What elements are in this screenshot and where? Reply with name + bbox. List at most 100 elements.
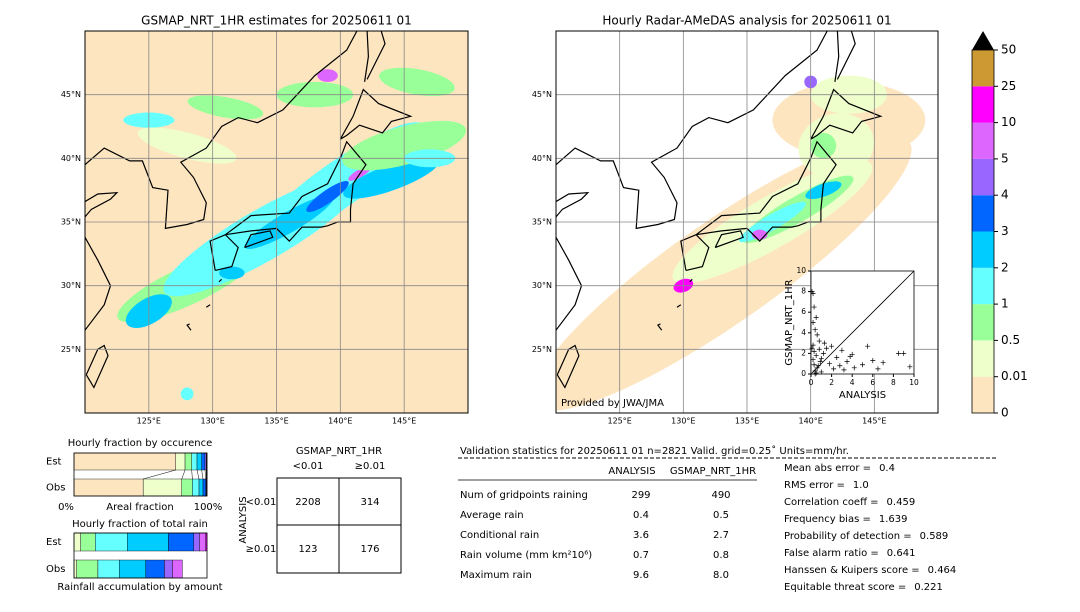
- rain-area: [306, 180, 349, 213]
- scatter-point: [811, 304, 817, 310]
- score-label: Frequency bias =: [784, 514, 871, 525]
- score-value: 0.464: [928, 565, 957, 576]
- scatter-point: [880, 360, 886, 366]
- stat-name: Num of gridpoints raining: [460, 490, 588, 501]
- lat-tick-label: 40°N: [61, 154, 81, 163]
- score-label: RMS error =: [784, 480, 845, 491]
- scatter-point: [907, 364, 913, 370]
- lat-tick-label: 30°N: [61, 281, 81, 290]
- fraction-segment: [184, 452, 192, 471]
- colorbar-segment: [972, 158, 994, 196]
- scatter-point: [849, 351, 855, 357]
- scatter-point: [841, 367, 847, 373]
- score: Frequency bias = 1.639: [784, 514, 908, 525]
- colorbar-segment: [972, 304, 994, 341]
- scatter-point: [814, 365, 820, 371]
- scatter-point: [815, 363, 821, 369]
- row-label: Obs: [46, 564, 65, 575]
- fraction-segment: [80, 532, 96, 552]
- coastline: [205, 304, 211, 308]
- score: Equitable threat score = 0.221: [784, 582, 943, 593]
- scatter-point: [813, 352, 819, 358]
- scatter-point: [810, 291, 816, 297]
- coastline: [834, 31, 840, 82]
- table-cell: 176: [360, 544, 379, 555]
- row-label: <0.01: [246, 497, 277, 508]
- scatter-point: [851, 365, 857, 371]
- colorbar-segment: [972, 231, 994, 268]
- scatter-point: [809, 345, 815, 351]
- lon-tick-label: 130°E: [671, 417, 695, 426]
- rain-area: [180, 387, 194, 401]
- scatter-point: [818, 369, 824, 375]
- fraction-segment: [181, 478, 193, 497]
- rain-area: [219, 266, 245, 280]
- axis-label: 100%: [194, 502, 223, 513]
- row-label: ≥0.01: [246, 544, 277, 555]
- score: Correlation coeff = 0.459: [784, 497, 915, 508]
- stat-name: Maximum rain: [460, 570, 532, 581]
- fraction-segment: [172, 559, 183, 579]
- y-tick-label: 10: [796, 266, 806, 275]
- score-label: Correlation coeff =: [784, 497, 879, 508]
- colorbar-label: 10: [1001, 115, 1016, 129]
- map-frame: [555, 30, 939, 414]
- stats-title: Validation statistics for 20250611 01 n=…: [460, 445, 849, 457]
- connector: [196, 469, 200, 480]
- x-tick-label: 0: [809, 378, 814, 387]
- score-label: Mean abs error =: [784, 463, 871, 474]
- coastline: [714, 230, 744, 249]
- scatter-point: [820, 350, 826, 356]
- scatter-point: [896, 350, 902, 356]
- stat-name: Conditional rain: [460, 530, 539, 541]
- score-value: 0.4: [879, 463, 895, 474]
- x-tick-label: 10: [909, 378, 919, 387]
- fraction-segment: [201, 452, 206, 471]
- scatter-point: [844, 359, 850, 365]
- colorbar-label: 25: [1001, 79, 1016, 93]
- lon-tick-label: 135°E: [264, 417, 288, 426]
- connector: [181, 469, 186, 480]
- fraction-segment: [199, 532, 206, 552]
- score-value: 0.641: [887, 548, 916, 559]
- stat-value: 0.7: [633, 550, 649, 561]
- colorbar-segment: [972, 340, 994, 377]
- map-frame: [84, 30, 469, 414]
- scatter-point: [817, 359, 823, 365]
- scatter-point: [813, 314, 819, 320]
- fraction-frame: [73, 532, 208, 579]
- fraction-segment: [175, 452, 186, 471]
- colorbar-segment: [972, 267, 994, 305]
- rain-area: [343, 156, 440, 199]
- scatter-point: [870, 358, 876, 364]
- scatter-point: [811, 362, 817, 368]
- stat-value: 3.6: [633, 530, 649, 541]
- y-tick-label: 0: [801, 369, 806, 378]
- score-value: 0.459: [887, 497, 916, 508]
- connector: [204, 469, 206, 480]
- col-label: <0.01: [293, 461, 324, 472]
- lat-tick-label: 35°N: [61, 218, 81, 227]
- table-cell: 123: [298, 544, 317, 555]
- lon-tick-label: 145°E: [862, 417, 886, 426]
- coastline: [218, 278, 223, 283]
- axis-label: Rainfall accumulation by amount: [57, 582, 222, 593]
- rain-area: [805, 181, 842, 200]
- y-tick-label: 6: [801, 307, 806, 316]
- scatter-point: [810, 357, 816, 363]
- scatter-point: [823, 345, 829, 351]
- scatter-point: [837, 363, 843, 369]
- stat-value: 299: [631, 490, 650, 501]
- rain-area: [317, 69, 338, 82]
- scatter-point: [816, 338, 822, 344]
- column-header: GSMAP_NRT_1HR: [670, 466, 756, 477]
- scatter-point: [818, 356, 824, 362]
- lat-tick-label: 30°N: [532, 281, 552, 290]
- lat-tick-label: 45°N: [61, 90, 81, 99]
- scatter-point: [829, 343, 835, 349]
- scatter-point: [816, 346, 822, 352]
- stat-name: Average rain: [460, 510, 524, 521]
- fraction-segment: [193, 532, 200, 552]
- colorbar-label: 0.5: [1001, 333, 1020, 347]
